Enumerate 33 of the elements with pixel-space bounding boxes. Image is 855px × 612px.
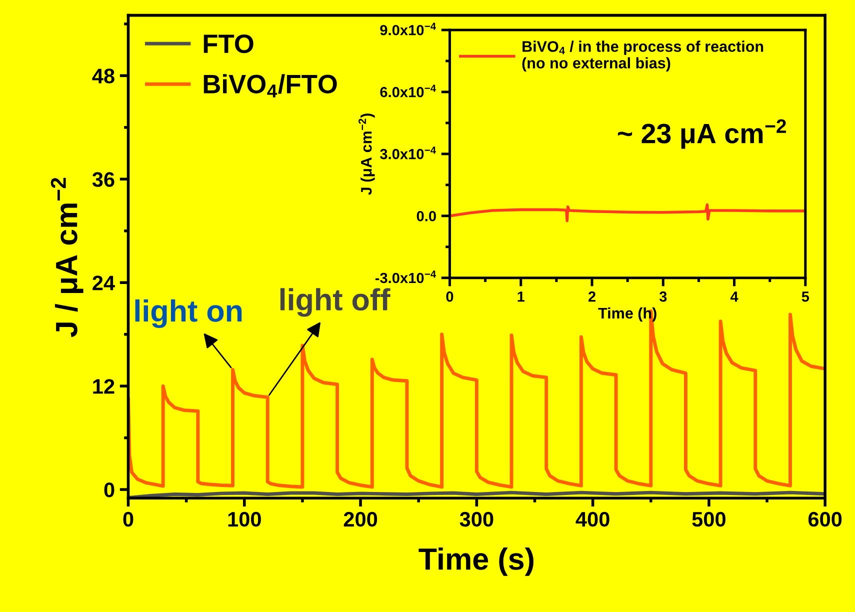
x-tick-label: 5 (802, 292, 810, 302)
legend-label: BiVO$_{4}$ / in the process of reaction (no no external bias) (522, 40, 764, 72)
x-tick-label: 2 (588, 291, 596, 302)
x-axis-title: Time (s) (418, 547, 534, 576)
legend-label: BiVO$_{4}$/FTO (204, 74, 337, 98)
y-axis-title: J (μA cm$^{−2}$) (358, 114, 375, 195)
y-tick-label: 0.0 (416, 210, 436, 222)
annotation: light off (280, 288, 390, 317)
x-tick-label: 4 (730, 292, 738, 302)
y-tick-label: 24 (92, 276, 115, 290)
y-tick-label: 12 (93, 379, 114, 394)
annotation: light on (135, 299, 242, 328)
x-tick-label: 200 (344, 512, 378, 527)
x-tick-label: 500 (692, 512, 726, 527)
legend-label: FTO (204, 34, 254, 54)
y-tick-label: 48 (92, 68, 114, 84)
x-tick-label: 300 (460, 512, 494, 527)
y-tick-label: 9.0x10$^{−4}$ (380, 22, 436, 36)
x-tick-label: 400 (576, 512, 610, 527)
x-tick-label: 0 (123, 512, 134, 527)
y-tick-label: 36 (92, 172, 114, 187)
annotation: ~ 23 μA cm$^{−2}$ (618, 119, 786, 149)
line-series (450, 203, 806, 222)
y-axis-title: J / μA cm$^{−2}$ (50, 178, 84, 338)
x-tick-label: 100 (228, 512, 261, 527)
x-tick-label: 1 (518, 292, 525, 302)
y-tick-label: 6.0x10$^{−4}$ (380, 84, 436, 98)
y-tick-label: 3.0x10$^{−4}$ (380, 146, 436, 160)
x-tick-label: 3 (659, 291, 667, 302)
x-tick-label: 600 (808, 512, 842, 527)
y-tick-label: 0 (104, 482, 114, 498)
x-tick-label: 0 (446, 291, 454, 302)
y-tick-label: -3.0x10$^{−4}$ (375, 270, 436, 284)
